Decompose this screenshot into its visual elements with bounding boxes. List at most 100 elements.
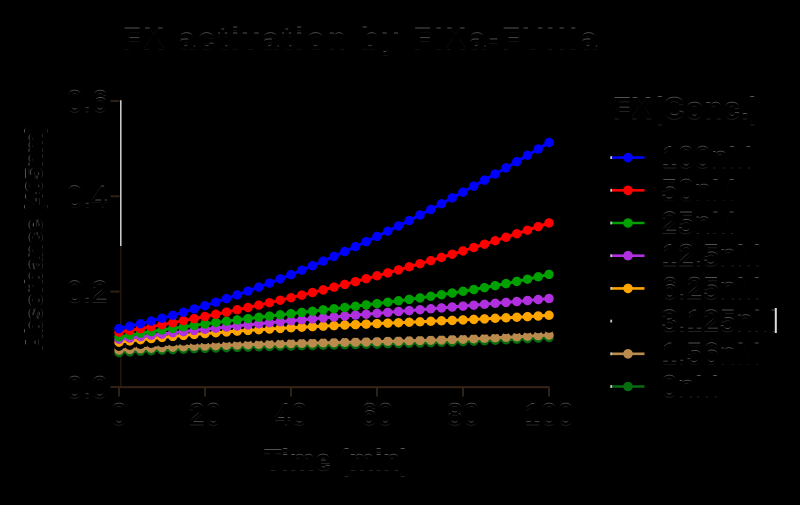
svg-text:0: 0 xyxy=(111,399,128,432)
svg-text:Absorbance (405nm): Absorbance (405nm) xyxy=(20,125,46,350)
svg-text:Time (min): Time (min) xyxy=(264,446,410,478)
svg-text:80: 80 xyxy=(446,398,479,431)
svg-text:0: 0 xyxy=(111,399,128,432)
svg-text:100nM: 100nM xyxy=(661,142,753,175)
svg-text:0: 0 xyxy=(111,399,128,432)
svg-text:0.4: 0.4 xyxy=(66,181,108,214)
svg-text:FX(Conc.): FX(Conc.) xyxy=(613,92,761,125)
svg-text:Time (min): Time (min) xyxy=(263,445,409,477)
svg-text:0.4: 0.4 xyxy=(66,180,108,213)
svg-text:FX(Conc.): FX(Conc.) xyxy=(613,93,761,126)
svg-text:0nM: 0nM xyxy=(661,371,719,404)
svg-text:100nM: 100nM xyxy=(660,142,752,175)
svg-text:FX(Conc.): FX(Conc.) xyxy=(612,93,760,126)
svg-text:0.2: 0.2 xyxy=(67,276,109,309)
svg-text:1.56nM: 1.56nM xyxy=(661,339,761,372)
svg-text:80: 80 xyxy=(446,399,479,432)
svg-text:0.4: 0.4 xyxy=(66,181,108,214)
svg-text:6.25nM: 6.25nM xyxy=(661,272,761,305)
svg-text:0.2: 0.2 xyxy=(66,277,108,310)
svg-text:20: 20 xyxy=(188,399,221,432)
svg-text:Absorbance (405nm): Absorbance (405nm) xyxy=(21,125,47,350)
svg-text:0.6: 0.6 xyxy=(66,86,108,119)
svg-text:0.6: 0.6 xyxy=(66,85,108,118)
svg-text:12.5nM: 12.5nM xyxy=(661,240,761,273)
svg-text:Time (min): Time (min) xyxy=(264,445,410,477)
svg-text:25nM: 25nM xyxy=(660,207,735,240)
svg-text:40: 40 xyxy=(274,398,307,431)
svg-text:12.5nM: 12.5nM xyxy=(661,239,761,272)
svg-text:0.6: 0.6 xyxy=(66,86,108,119)
svg-text:60: 60 xyxy=(360,399,393,432)
svg-text:40: 40 xyxy=(274,399,307,432)
svg-text:0.0: 0.0 xyxy=(66,372,108,405)
svg-text:FX(Conc.): FX(Conc.) xyxy=(613,93,761,126)
svg-text:20: 20 xyxy=(188,399,221,432)
svg-text:20: 20 xyxy=(188,398,221,431)
svg-text:50nM: 50nM xyxy=(661,175,736,208)
svg-text:12.5nM: 12.5nM xyxy=(660,240,760,273)
svg-text:3.125nM: 3.125nM xyxy=(661,304,778,337)
svg-text:60: 60 xyxy=(360,399,393,432)
svg-text:FX activation by FIXa-FVIIIa: FX activation by FIXa-FVIIIa xyxy=(123,22,601,55)
svg-text:0.0: 0.0 xyxy=(66,371,108,404)
svg-text:25nM: 25nM xyxy=(662,207,737,240)
svg-text:3.125nM: 3.125nM xyxy=(661,305,778,338)
svg-text:100: 100 xyxy=(524,398,574,431)
svg-text:Absorbance (405nm): Absorbance (405nm) xyxy=(21,125,47,350)
svg-text:100: 100 xyxy=(523,399,573,432)
svg-text:50nM: 50nM xyxy=(661,174,736,207)
svg-text:0nM: 0nM xyxy=(661,370,719,403)
svg-text:60: 60 xyxy=(361,399,394,432)
svg-text:60: 60 xyxy=(360,398,393,431)
svg-text:3.125nM: 3.125nM xyxy=(662,305,779,338)
svg-text:100: 100 xyxy=(525,399,575,432)
svg-text:50nM: 50nM xyxy=(661,173,736,206)
svg-text:0nM: 0nM xyxy=(662,371,720,404)
svg-text:0: 0 xyxy=(111,398,128,431)
svg-text:50nM: 50nM xyxy=(662,174,737,207)
svg-text:0.2: 0.2 xyxy=(66,276,108,309)
svg-text:0.0: 0.0 xyxy=(66,372,108,405)
svg-text:0nM: 0nM xyxy=(661,371,719,404)
svg-text:0.6: 0.6 xyxy=(66,86,108,119)
svg-text:Time (min): Time (min) xyxy=(264,444,410,476)
svg-text:20: 20 xyxy=(189,399,222,432)
svg-text:0.2: 0.2 xyxy=(66,276,108,309)
svg-text:3.125nM: 3.125nM xyxy=(660,305,777,338)
svg-text:0.4: 0.4 xyxy=(67,181,109,214)
svg-text:40: 40 xyxy=(274,399,307,432)
svg-text:40: 40 xyxy=(274,399,307,432)
svg-text:100: 100 xyxy=(524,399,574,432)
svg-text:20: 20 xyxy=(188,399,221,432)
svg-text:1.56nM: 1.56nM xyxy=(661,338,761,371)
svg-text:50nM: 50nM xyxy=(660,174,735,207)
svg-text:25nM: 25nM xyxy=(661,207,736,240)
svg-text:0.0: 0.0 xyxy=(67,372,109,405)
svg-text:FX activation by FIXa-FVIIIa: FX activation by FIXa-FVIIIa xyxy=(122,23,600,56)
svg-text:Absorbance (405nm): Absorbance (405nm) xyxy=(22,125,48,350)
svg-text:25nM: 25nM xyxy=(661,208,736,241)
svg-text:12.5nM: 12.5nM xyxy=(662,240,762,273)
svg-text:0nM: 0nM xyxy=(660,371,718,404)
svg-text:Absorbance (405nm): Absorbance (405nm) xyxy=(21,126,47,351)
svg-text:40: 40 xyxy=(275,399,308,432)
svg-text:6.25nM: 6.25nM xyxy=(660,272,760,305)
svg-text:0.0: 0.0 xyxy=(66,372,108,405)
svg-text:FX activation by FIXa-FVIIIa: FX activation by FIXa-FVIIIa xyxy=(123,23,601,56)
svg-text:Time (min): Time (min) xyxy=(265,445,411,477)
svg-text:25nM: 25nM xyxy=(661,206,736,239)
svg-text:80: 80 xyxy=(446,399,479,432)
svg-text:100nM: 100nM xyxy=(661,141,753,174)
svg-text:1.56nM: 1.56nM xyxy=(661,337,761,370)
svg-text:100: 100 xyxy=(524,399,574,432)
svg-text:1.56nM: 1.56nM xyxy=(662,338,762,371)
svg-text:FX activation by FIXa-FVIIIa: FX activation by FIXa-FVIIIa xyxy=(123,24,601,57)
svg-text:FX(Conc.): FX(Conc.) xyxy=(613,93,761,126)
svg-text:0.4: 0.4 xyxy=(66,182,108,215)
svg-text:80: 80 xyxy=(447,399,480,432)
svg-text:6.25nM: 6.25nM xyxy=(662,272,762,305)
svg-text:6.25nM: 6.25nM xyxy=(661,271,761,304)
svg-text:60: 60 xyxy=(360,399,393,432)
svg-text:80: 80 xyxy=(446,399,479,432)
